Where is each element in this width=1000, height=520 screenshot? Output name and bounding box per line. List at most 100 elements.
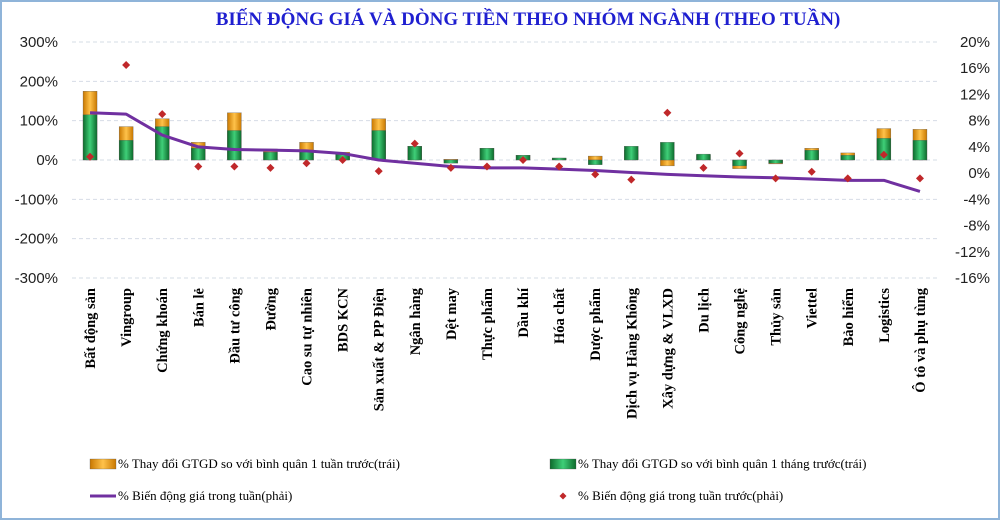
right-axis: 20% 16% 12% 8% 4% 0% -4% -8% -12% -16% [955,34,990,287]
prev-week-point [446,163,455,172]
category-label: Xây dựng & VLXD [660,288,676,409]
category-label: Bất động sản [83,288,99,369]
category-label: Dược phẩm [588,288,604,361]
price-line [89,111,921,193]
category-label: Du lịch [696,288,712,333]
category-label: Bảo hiểm [841,288,857,346]
legend-label: % Thay đổi GTGD so với bình quân 1 tháng… [578,456,866,471]
left-tick-label: -100% [15,191,58,208]
right-tick-label: -4% [963,191,990,208]
bar-1month [443,159,459,164]
prev-week-point [194,162,203,171]
bar-1month [479,148,495,161]
category-label: Ô tô và phụ tùng [912,287,929,393]
prev-week-point [699,163,708,172]
bar-1month [804,150,819,161]
bar-1month [263,151,278,161]
category-label: Thực phẩm [480,288,496,360]
category-label: Dịch vụ Hàng Không [624,287,640,419]
prev-week-point [555,162,564,171]
category-label: Hóa chất [552,288,568,344]
prev-week-point [663,108,672,117]
category-label: Ngân hàng [408,287,424,355]
legend-swatch [549,458,577,470]
category-label: Logistics [877,288,893,343]
category-label: Dệt may [444,287,460,340]
prev-week-point [807,167,816,176]
prev-week-point [86,152,95,161]
prev-week-points [86,60,924,184]
bar-1month [407,146,422,161]
bar-1month [768,159,783,164]
bar-1week [660,159,675,167]
left-axis: 300% 200% 100% 0% -100% -200% -300% [15,34,58,287]
category-label: BDS KCN [336,287,352,352]
legend-swatch [559,492,567,500]
prev-week-point [879,150,888,159]
prev-week-point [122,60,131,69]
left-tick-label: -200% [15,231,58,248]
bar-1month [624,146,639,161]
category-label: Chứng khoán [155,288,171,373]
right-tick-label: 4% [968,139,990,156]
category-label: Thủy sản [769,288,785,346]
legend-label: % Thay đổi GTGD so với bình quân 1 tuần … [118,456,400,471]
prev-week-point [915,174,924,183]
right-tick-label: 16% [960,60,990,77]
category-label: Viettel [805,288,821,329]
prev-week-point [158,110,167,119]
category-label: Bán lẻ [191,287,207,327]
right-tick-label: 12% [960,86,990,103]
legend-label: % Biến động giá trong tuần(phải) [118,488,292,503]
prev-week-point [843,174,852,183]
prev-week-point [230,162,239,171]
prev-week-point [410,139,419,148]
left-tick-label: 0% [36,152,58,169]
prev-week-point [735,149,744,158]
prev-week-point [482,162,491,171]
price-line-series [89,111,921,193]
left-tick-label: 100% [20,113,58,130]
category-label: Sản xuất & PP Điện [372,288,388,411]
category-label: Đường [263,287,279,330]
bar-1month [588,159,603,165]
left-tick-label: 200% [20,73,58,90]
prev-week-point [771,174,780,183]
bar-1month [732,159,747,167]
category-label: Công nghệ [733,287,749,354]
bar-1month [912,140,928,161]
right-tick-label: -12% [955,244,990,261]
gridlines [72,41,938,279]
bar-1month [840,155,855,161]
legend-label: % Biến động giá trong tuần trước(phải) [578,488,783,503]
right-tick-label: 20% [960,34,990,51]
bar-1week [588,155,603,161]
prev-week-point [591,170,600,179]
bar-1month [551,157,567,161]
prev-week-point [374,167,383,176]
bar-1month [227,130,242,161]
prev-week-point [266,163,275,172]
prev-week-point [519,156,528,164]
right-tick-label: 8% [968,113,990,130]
category-label: Dầu khí [516,287,532,338]
bar-1month [696,153,711,161]
legend-swatch [89,458,117,470]
bar-1month [118,140,134,161]
bar-1month [660,142,675,161]
left-tick-label: -300% [15,270,58,287]
bar-1month [191,148,206,161]
category-label: Cao su tự nhiên [300,288,316,386]
category-label: Vingroup [119,288,135,347]
bar-series [82,91,928,169]
category-label: Đầu tư công [227,287,243,363]
legend: % Thay đổi GTGD so với bình quân 1 tuần … [89,456,866,503]
right-tick-label: -16% [955,270,990,287]
right-tick-label: 0% [968,165,990,182]
right-tick-label: -8% [963,218,990,235]
prev-week-point [627,175,636,184]
bar-1month [371,130,386,161]
left-tick-label: 300% [20,34,58,51]
